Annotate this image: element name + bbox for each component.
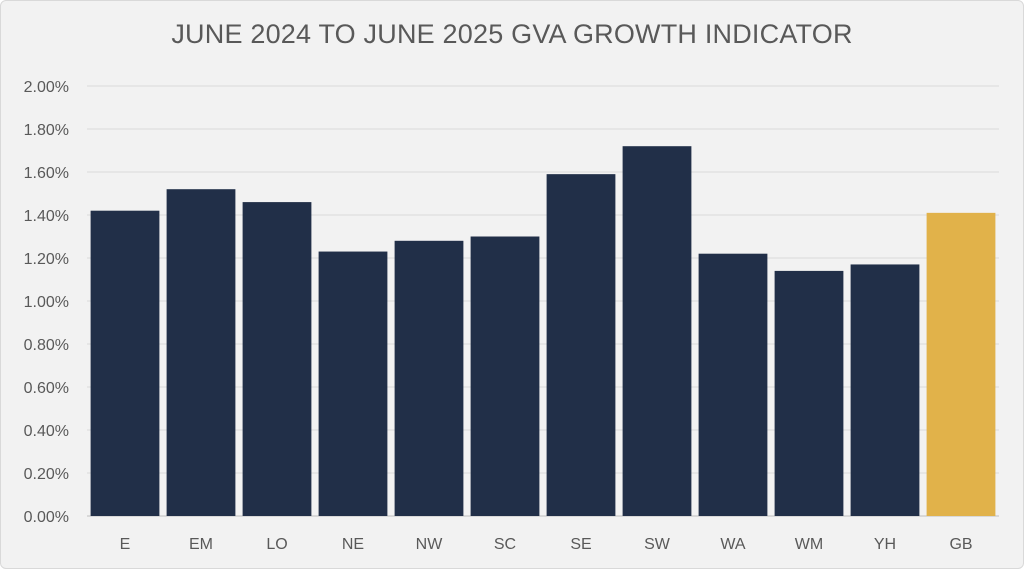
y-tick-label: 1.00% <box>24 294 69 311</box>
bar-wa <box>698 253 768 516</box>
y-tick-label: 0.20% <box>24 466 69 483</box>
y-tick-label: 1.80% <box>24 122 69 139</box>
bar-nw <box>394 240 464 517</box>
x-category-label: EM <box>189 536 213 553</box>
x-category-label: GB <box>949 536 972 553</box>
bar-ne <box>318 251 388 517</box>
y-tick-label: 2.00% <box>24 79 69 96</box>
x-category-label: YH <box>874 536 896 553</box>
bar-lo <box>242 202 312 516</box>
x-category-label: WM <box>795 536 823 553</box>
x-category-label: LO <box>266 536 287 553</box>
bar-sc <box>470 236 540 516</box>
bar-sw <box>622 146 692 516</box>
x-category-label: SC <box>494 536 516 553</box>
y-tick-label: 1.40% <box>24 208 69 225</box>
bar-em <box>166 189 236 516</box>
x-category-label: SE <box>570 536 591 553</box>
bar-e <box>90 210 160 516</box>
y-tick-label: 0.60% <box>24 380 69 397</box>
bars <box>90 146 996 517</box>
gridlines <box>87 85 999 517</box>
y-axis-tick-labels: 0.00% 0.20% 0.40% 0.60% 0.80% 1.00% 1.20% 1.40%… <box>24 79 69 526</box>
x-category-label: SW <box>644 536 671 553</box>
bar-gb <box>926 212 996 516</box>
y-tick-label: 1.20% <box>24 251 69 268</box>
x-category-label: NW <box>416 536 444 553</box>
bar-yh <box>850 264 920 516</box>
bar-wm <box>774 270 844 516</box>
y-tick-label: 0.80% <box>24 337 69 354</box>
x-category-label: NE <box>342 536 364 553</box>
x-category-label: E <box>120 536 131 553</box>
y-tick-label: 1.60% <box>24 165 69 182</box>
x-category-label: WA <box>720 536 746 553</box>
chart-title: JUNE 2024 TO JUNE 2025 GVA GROWTH INDICA… <box>171 19 853 49</box>
bar-se <box>546 174 616 516</box>
y-tick-label: 0.40% <box>24 423 69 440</box>
x-axis-category-labels: E EM LO NE NW SC SE SW WA WM YH GB <box>120 536 973 553</box>
y-tick-label: 0.00% <box>24 509 69 526</box>
